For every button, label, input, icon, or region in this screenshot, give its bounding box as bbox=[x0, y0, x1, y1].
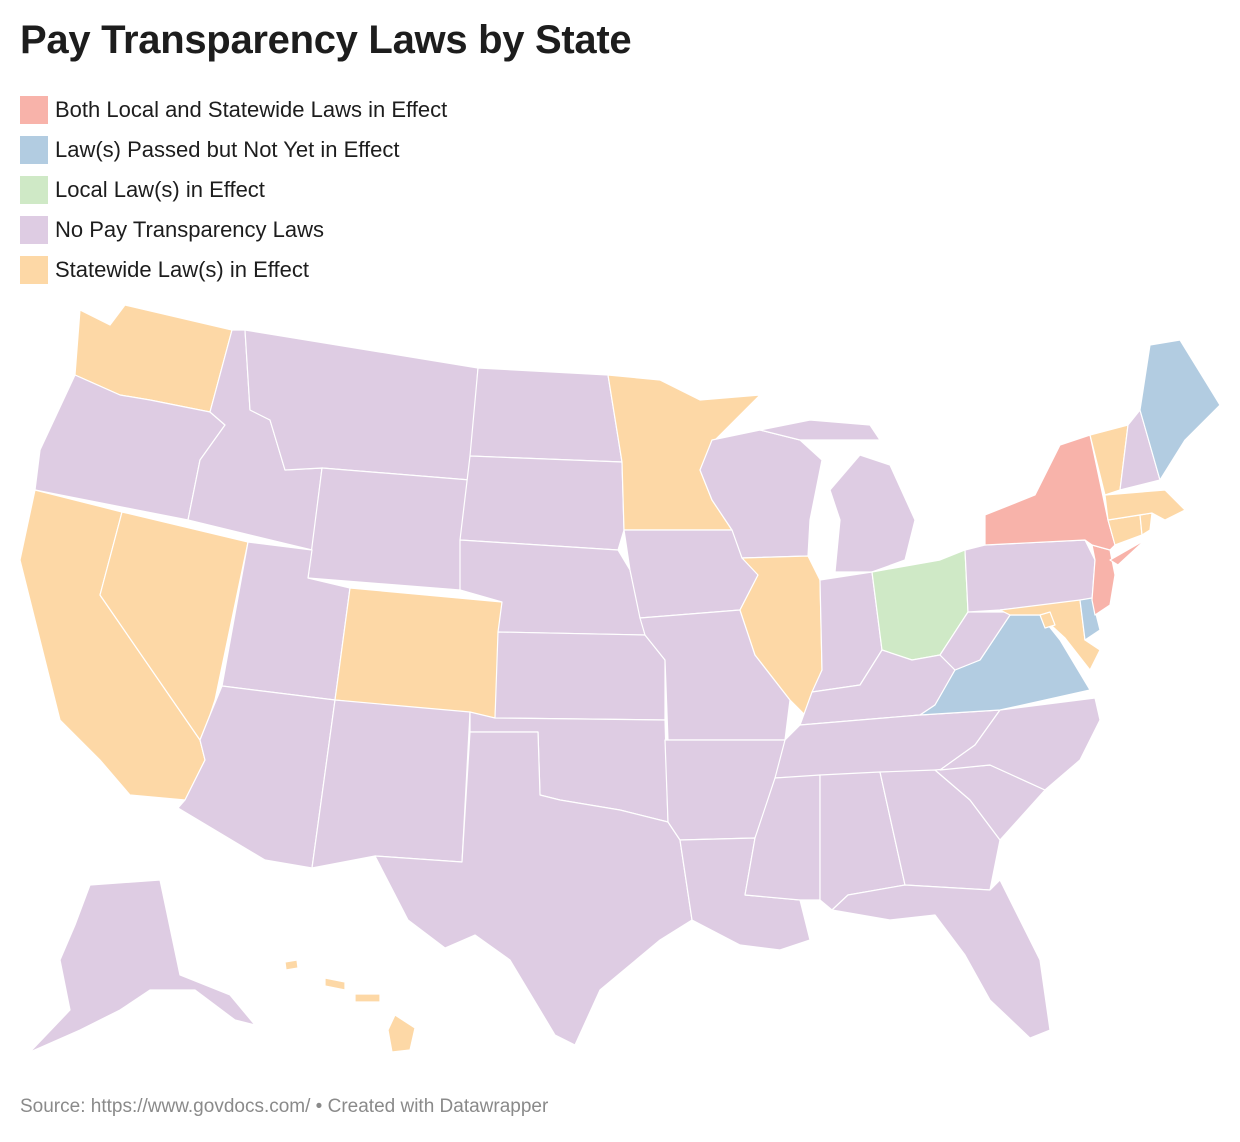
state-HI[interactable] bbox=[284, 959, 416, 1053]
state-RI[interactable] bbox=[1139, 512, 1153, 536]
state-AK[interactable] bbox=[29, 879, 256, 1053]
legend-item-statewide: Statewide Law(s) in Effect bbox=[20, 250, 447, 290]
legend-swatch-passed bbox=[20, 136, 48, 164]
state-MI[interactable] bbox=[759, 419, 916, 573]
legend-swatch-none bbox=[20, 216, 48, 244]
legend: Both Local and Statewide Laws in Effect … bbox=[20, 90, 447, 290]
legend-label-none: No Pay Transparency Laws bbox=[55, 217, 325, 242]
legend-item-local: Local Law(s) in Effect bbox=[20, 170, 447, 210]
state-MA[interactable] bbox=[1104, 489, 1186, 521]
source-footer: Source: https://www.govdocs.com/ • Creat… bbox=[20, 1096, 549, 1117]
legend-swatch-local bbox=[20, 176, 48, 204]
legend-label-statewide: Statewide Law(s) in Effect bbox=[55, 257, 309, 282]
state-CO[interactable] bbox=[334, 587, 503, 719]
state-DC[interactable] bbox=[1039, 611, 1056, 629]
legend-item-both: Both Local and Statewide Laws in Effect bbox=[20, 90, 447, 130]
state-NC[interactable] bbox=[939, 697, 1101, 791]
legend-swatch-statewide bbox=[20, 256, 48, 284]
state-SD[interactable] bbox=[459, 455, 625, 551]
state-NM[interactable] bbox=[311, 699, 471, 869]
legend-label-passed: Law(s) Passed but Not Yet in Effect bbox=[55, 137, 400, 162]
legend-label-local: Local Law(s) in Effect bbox=[55, 177, 265, 202]
legend-item-none: No Pay Transparency Laws bbox=[20, 210, 447, 250]
state-TX[interactable] bbox=[374, 731, 693, 1046]
state-NJ[interactable] bbox=[1091, 544, 1116, 616]
state-DE[interactable] bbox=[1079, 597, 1101, 641]
state-KS[interactable] bbox=[494, 631, 666, 721]
state-IL[interactable] bbox=[739, 555, 823, 716]
state-ME[interactable] bbox=[1139, 339, 1221, 481]
chart-title: Pay Transparency Laws by State bbox=[20, 18, 632, 62]
legend-label-both: Both Local and Statewide Laws in Effect bbox=[55, 97, 448, 122]
state-ND[interactable] bbox=[469, 367, 623, 463]
state-WY[interactable] bbox=[307, 467, 471, 591]
state-FL[interactable] bbox=[831, 879, 1051, 1039]
legend-swatch-both bbox=[20, 96, 48, 124]
legend-item-passed: Law(s) Passed but Not Yet in Effect bbox=[20, 130, 447, 170]
us-states-map bbox=[19, 304, 1221, 1053]
